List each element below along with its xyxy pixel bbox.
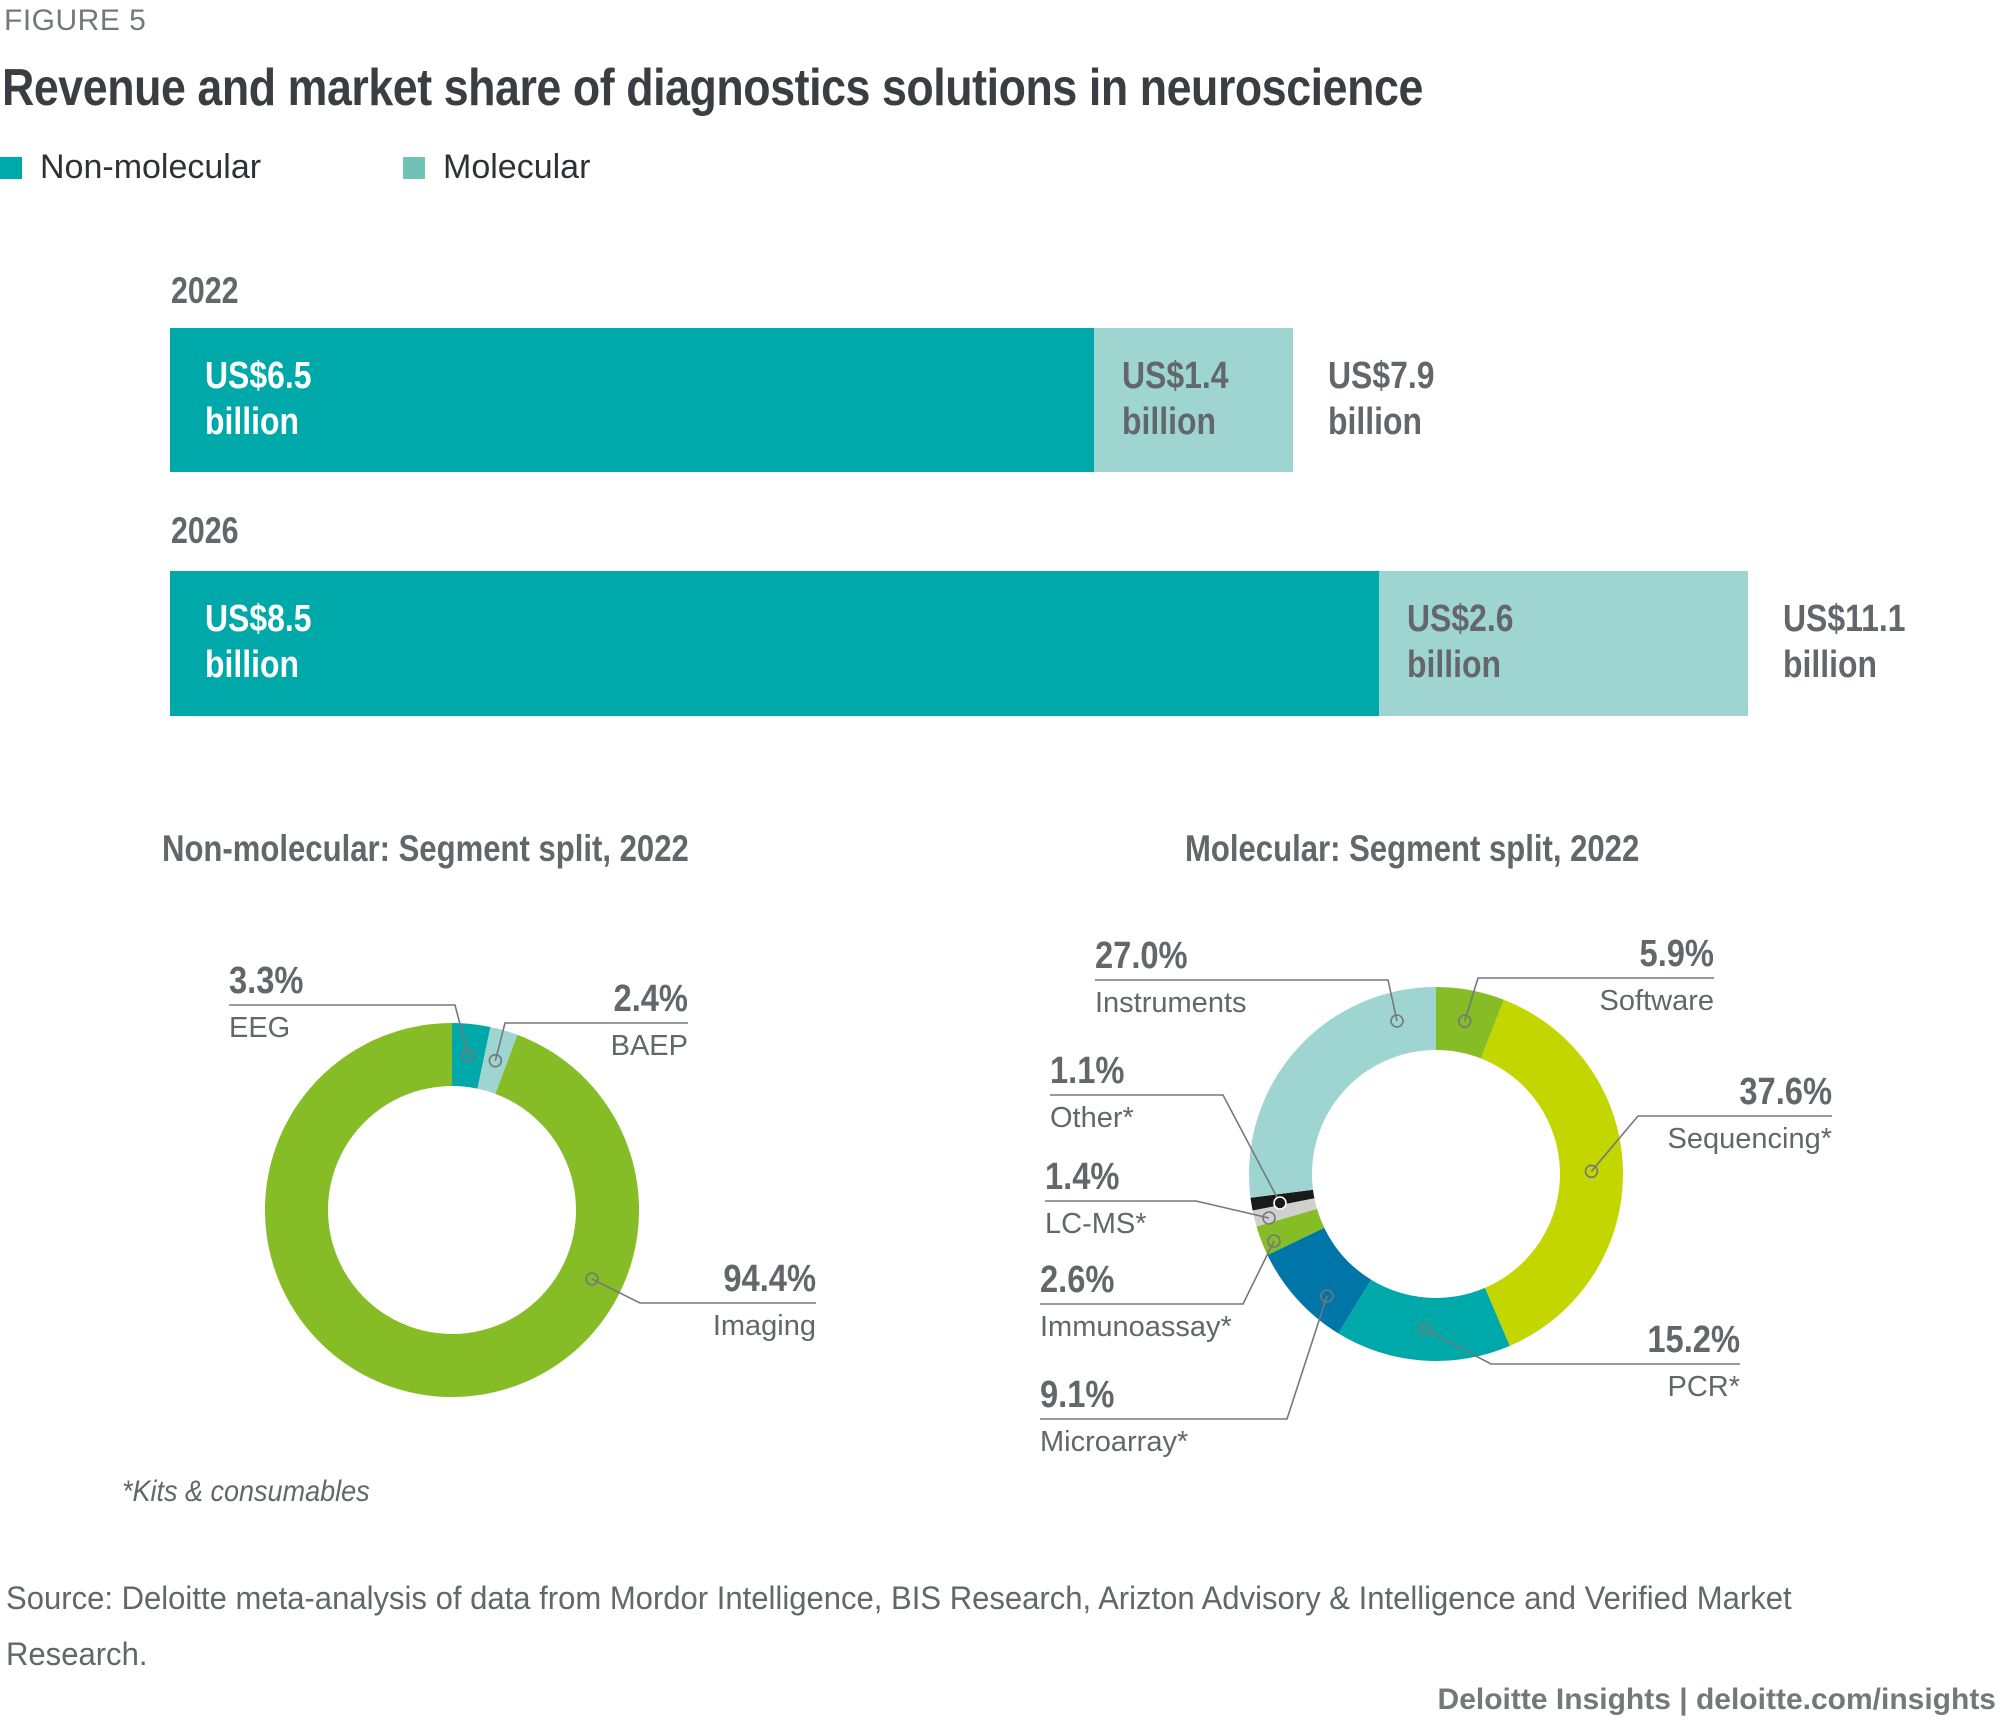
bar-value-2022-molecular: US$1.4 <box>1122 355 1229 397</box>
chart-title: Revenue and market share of diagnostics … <box>2 59 1423 117</box>
leader-line-immunoassay <box>1040 1240 1275 1305</box>
year-label-2022: 2022 <box>171 270 239 311</box>
leader-line-other <box>1050 1094 1281 1204</box>
bar-2026-molecular <box>1378 571 1749 716</box>
leader-line-eeg <box>229 1004 469 1056</box>
slice-label-eeg: EEG <box>229 1012 290 1044</box>
slice-label-baep: BAEP <box>611 1030 688 1062</box>
leader-dot-software <box>1457 1014 1472 1028</box>
leader-line-pcr <box>1424 1328 1740 1365</box>
bar-2026-non-molecular <box>170 571 1379 716</box>
legend-label-non-molecular: Non-molecular <box>40 148 262 186</box>
slice-label-instruments: Instruments <box>1095 987 1247 1019</box>
bar-unit-2022-non-molecular: billion <box>205 401 299 443</box>
leader-line-imaging <box>591 1278 816 1304</box>
leader-line-software <box>1463 977 1714 1022</box>
source-note: Source: Deloitte meta-analysis of data f… <box>6 1580 1792 1672</box>
leader-line-sequencing <box>1590 1115 1832 1172</box>
footnote: *Kits & consumables <box>122 1475 370 1508</box>
slice-value-imaging: 94.4% <box>723 1257 816 1300</box>
donut-slice-sequencing <box>1480 999 1624 1346</box>
leader-dot-instruments <box>1390 1014 1404 1028</box>
bar-unit-2026-non-molecular: billion <box>205 644 299 686</box>
leader-line-instruments <box>1095 979 1398 1022</box>
leader-dot-pcr <box>1417 1322 1432 1336</box>
donut-slice-eeg <box>452 1023 491 1089</box>
slice-label-microarray: Microarray* <box>1040 1426 1188 1458</box>
slice-label-pcr: PCR* <box>1667 1371 1740 1403</box>
bar-label-2022-total: US$7.9 billion <box>1328 353 1434 445</box>
slice-value-other: 1.1% <box>1050 1049 1124 1092</box>
bar-value-2022-non-molecular: US$6.5 <box>205 355 312 397</box>
donut-slice-lc-ms <box>1252 1198 1317 1227</box>
donut-slice-baep <box>477 1026 518 1094</box>
bar-label-2026-molecular: US$2.6 billion <box>1407 596 1513 688</box>
bar-value-2022-total: US$7.9 <box>1328 355 1435 397</box>
legend-label-molecular: Molecular <box>443 148 591 186</box>
slice-value-baep: 2.4% <box>614 977 688 1020</box>
donut-title-molecular: Molecular: Segment split, 2022 <box>1185 828 1640 869</box>
slice-value-pcr: 15.2% <box>1647 1318 1740 1361</box>
donut-slice-imaging <box>265 1023 640 1397</box>
donut-title-non-molecular: Non-molecular: Segment split, 2022 <box>162 828 689 869</box>
legend-swatch-non-molecular <box>0 156 22 179</box>
bar-label-2022-non-molecular: US$6.5 billion <box>205 353 311 445</box>
slice-label-software: Software <box>1600 985 1714 1017</box>
leader-dot-eeg <box>461 1048 475 1063</box>
slice-label-sequencing: Sequencing* <box>1668 1123 1832 1155</box>
slice-value-lc-ms: 1.4% <box>1045 1155 1119 1198</box>
leader-dot-imaging <box>585 1272 599 1286</box>
slice-value-immunoassay: 2.6% <box>1040 1258 1114 1301</box>
legend-item-non-molecular: Non-molecular <box>0 148 261 187</box>
bar-unit-2026-molecular: billion <box>1406 644 1501 686</box>
slice-value-instruments: 27.0% <box>1095 934 1188 977</box>
slice-label-other: Other* <box>1050 1102 1134 1134</box>
bar-2022-molecular <box>1094 328 1294 472</box>
bar-value-2026-total: US$11.1 <box>1783 598 1906 640</box>
bar-2022-non-molecular <box>170 328 1095 472</box>
bar-label-2026-non-molecular: US$8.5 billion <box>205 596 311 688</box>
leader-line-baep <box>494 1022 688 1061</box>
leader-dot-baep <box>488 1053 503 1068</box>
figure-label: FIGURE 5 <box>4 4 147 37</box>
bar-label-2026-total: US$11.1 billion <box>1783 596 1905 688</box>
legend-swatch-molecular <box>403 156 425 179</box>
slice-value-software: 5.9% <box>1640 932 1714 975</box>
bar-value-2026-molecular: US$2.6 <box>1406 598 1514 640</box>
bar-label-2022-molecular: US$1.4 billion <box>1122 353 1228 445</box>
donut-slice-microarray <box>1267 1227 1372 1334</box>
bar-unit-2026-total: billion <box>1783 644 1878 686</box>
bar-unit-2022-total: billion <box>1328 401 1423 443</box>
legend-item-molecular: Molecular <box>403 148 590 187</box>
leader-dot-other <box>1273 1196 1287 1210</box>
leader-dot-sequencing <box>1584 1164 1599 1179</box>
leader-line-lc-ms <box>1045 1200 1270 1219</box>
leader-dot-microarray <box>1320 1289 1334 1303</box>
donut-slice-instruments <box>1249 987 1436 1198</box>
slice-label-lc-ms: LC-MS* <box>1045 1208 1147 1240</box>
year-label-2026: 2026 <box>171 510 239 551</box>
bar-unit-2022-molecular: billion <box>1122 401 1217 443</box>
leader-dot-immunoassay <box>1267 1234 1281 1248</box>
slice-label-imaging: Imaging <box>713 1310 816 1342</box>
leader-dot-lc-ms <box>1262 1211 1276 1225</box>
credit-line: Deloitte Insights | deloitte.com/insight… <box>1437 1683 1996 1716</box>
slice-label-immunoassay: Immunoassay* <box>1040 1311 1232 1343</box>
bar-value-2026-non-molecular: US$8.5 <box>205 598 312 640</box>
donut-slice-pcr <box>1338 1279 1510 1361</box>
slice-value-eeg: 3.3% <box>229 959 303 1002</box>
leader-line-microarray <box>1040 1295 1328 1420</box>
slice-value-microarray: 9.1% <box>1040 1373 1114 1416</box>
slice-value-sequencing: 37.6% <box>1739 1070 1832 1113</box>
